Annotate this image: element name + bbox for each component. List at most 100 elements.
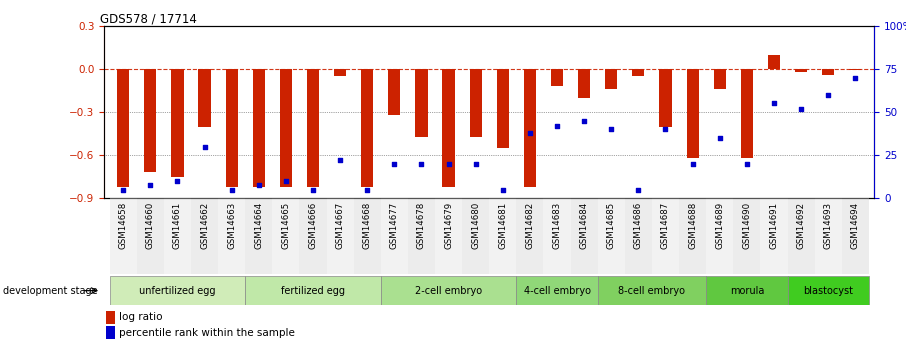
Text: GSM14665: GSM14665 [282, 201, 290, 249]
Point [468, 161, 483, 167]
Bar [353, 198, 381, 274]
Bar [253, 69, 265, 187]
Bar [787, 198, 814, 274]
Text: GSM14666: GSM14666 [308, 201, 317, 249]
Bar [144, 69, 157, 172]
Bar [110, 276, 246, 305]
Point [116, 187, 130, 193]
Bar [299, 198, 326, 274]
Text: GSM14681: GSM14681 [498, 201, 507, 249]
Bar [706, 198, 733, 274]
Bar [246, 276, 381, 305]
Point [577, 118, 592, 124]
Text: log ratio: log ratio [119, 313, 162, 322]
Text: GSM14694: GSM14694 [851, 201, 860, 248]
Bar [714, 69, 726, 89]
Point [387, 161, 401, 167]
Bar [598, 276, 706, 305]
Point [523, 130, 537, 136]
Bar [307, 69, 319, 187]
Text: GSM14680: GSM14680 [471, 201, 480, 249]
Bar [408, 198, 435, 274]
Bar [415, 69, 428, 137]
Point [360, 187, 374, 193]
Text: GSM14684: GSM14684 [580, 201, 589, 249]
Text: GSM14658: GSM14658 [119, 201, 128, 249]
Text: development stage: development stage [3, 286, 98, 296]
Bar [171, 69, 184, 177]
Bar [516, 276, 598, 305]
Text: GSM14661: GSM14661 [173, 201, 182, 249]
Point [685, 161, 699, 167]
Text: 8-cell embryo: 8-cell embryo [619, 286, 686, 296]
Bar [361, 69, 373, 187]
Bar [273, 198, 299, 274]
Text: GSM14660: GSM14660 [146, 201, 155, 249]
Bar [822, 69, 834, 75]
Bar [687, 69, 699, 158]
Bar [706, 276, 787, 305]
Bar [760, 198, 787, 274]
Text: GSM14683: GSM14683 [553, 201, 562, 249]
Bar [110, 198, 137, 274]
Point [631, 187, 646, 193]
Bar [524, 69, 536, 187]
Point [604, 127, 619, 132]
Bar [137, 198, 164, 274]
Bar [544, 198, 571, 274]
Point [143, 182, 158, 187]
Bar [106, 311, 114, 324]
Bar [842, 198, 869, 274]
Bar [660, 69, 671, 127]
Text: GSM14663: GSM14663 [227, 201, 236, 249]
Point [305, 187, 320, 193]
Bar [106, 326, 114, 339]
Bar [733, 198, 760, 274]
Text: GDS578 / 17714: GDS578 / 17714 [101, 13, 198, 26]
Text: GSM14678: GSM14678 [417, 201, 426, 249]
Text: fertilized egg: fertilized egg [281, 286, 345, 296]
Bar [795, 69, 807, 72]
Text: GSM14679: GSM14679 [444, 201, 453, 248]
Text: GSM14691: GSM14691 [769, 201, 778, 248]
Bar [605, 69, 617, 89]
Bar [768, 55, 780, 69]
Point [659, 127, 673, 132]
Bar [326, 198, 353, 274]
Bar [632, 69, 644, 76]
Point [170, 178, 185, 184]
Bar [469, 69, 482, 137]
Point [496, 187, 510, 193]
Text: blastocyst: blastocyst [804, 286, 853, 296]
Bar [198, 69, 210, 127]
Bar [191, 198, 218, 274]
Bar [218, 198, 246, 274]
Bar [571, 198, 598, 274]
Text: 2-cell embryo: 2-cell embryo [415, 286, 482, 296]
Bar [741, 69, 753, 158]
Text: GSM14668: GSM14668 [362, 201, 371, 249]
Bar [117, 69, 130, 187]
Point [333, 158, 347, 163]
Bar [435, 198, 462, 274]
Bar [598, 198, 625, 274]
Point [550, 123, 564, 129]
Bar [280, 69, 292, 187]
Bar [578, 69, 590, 98]
Bar [226, 69, 237, 187]
Bar [551, 69, 564, 86]
Bar [625, 198, 652, 274]
Text: GSM14692: GSM14692 [796, 201, 805, 248]
Bar [787, 276, 869, 305]
Bar [381, 198, 408, 274]
Text: GSM14687: GSM14687 [661, 201, 670, 249]
Bar [680, 198, 706, 274]
Bar [246, 198, 273, 274]
Point [441, 161, 456, 167]
Bar [164, 198, 191, 274]
Text: GSM14682: GSM14682 [525, 201, 535, 249]
Bar [334, 69, 346, 76]
Text: GSM14688: GSM14688 [689, 201, 697, 249]
Point [766, 101, 781, 106]
Text: morula: morula [729, 286, 764, 296]
